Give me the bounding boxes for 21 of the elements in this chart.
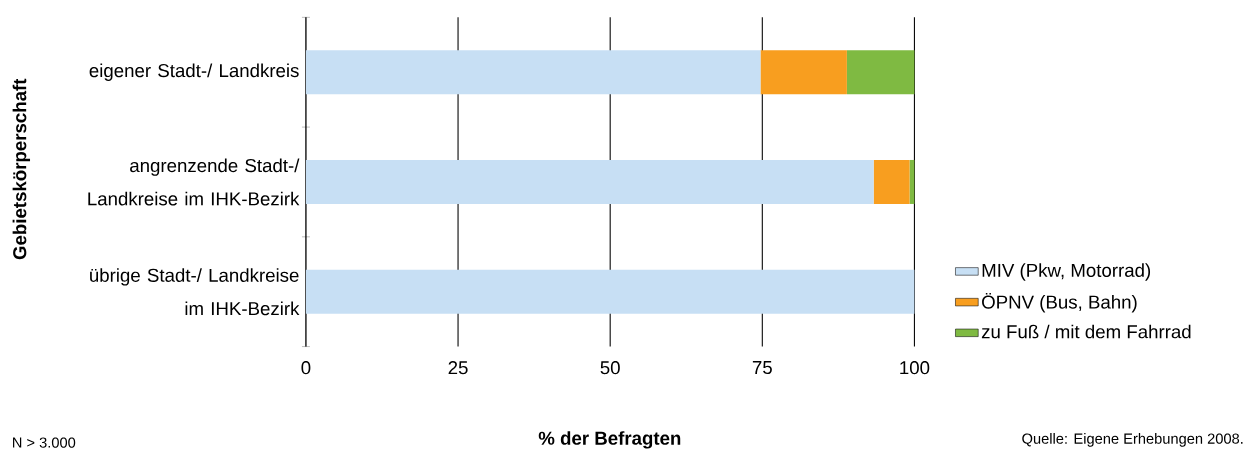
bar bbox=[305, 269, 915, 314]
bar bbox=[305, 160, 874, 205]
legend-label: ÖPNV (Bus, Bahn) bbox=[982, 292, 1137, 313]
legend-label: MIV (Pkw, Motorrad) bbox=[982, 263, 1151, 281]
y-axis-title: Gebietskörperschaft bbox=[12, 78, 31, 260]
y-tick-label: eigener Stadt-/ Landkreis bbox=[89, 63, 299, 81]
x-tick-label: 50 bbox=[600, 361, 620, 375]
bar bbox=[846, 50, 915, 95]
bar bbox=[873, 160, 910, 205]
source-note: Quelle: Eigene Erhebungen 2008. bbox=[1022, 433, 1243, 447]
x-axis-title: % der Befragten bbox=[538, 431, 681, 449]
x-tick-label: 0 bbox=[301, 361, 311, 375]
legend-label: zu Fuß / mit dem Fahrrad bbox=[981, 324, 1191, 339]
bar bbox=[305, 50, 761, 95]
y-tick-label: übrige Stadt-/ Landkreise im IHK-Bezirk bbox=[90, 268, 300, 316]
y-tick-label: angrenzende Stadt-/ Landkreise im IHK-Bezirk bbox=[88, 158, 300, 206]
x-tick-label: 25 bbox=[448, 361, 468, 375]
bar bbox=[760, 50, 847, 95]
text: N > 3.000 bbox=[13, 437, 76, 448]
x-tick-label: 75 bbox=[752, 361, 772, 375]
x-tick-label: 100 bbox=[900, 361, 930, 375]
